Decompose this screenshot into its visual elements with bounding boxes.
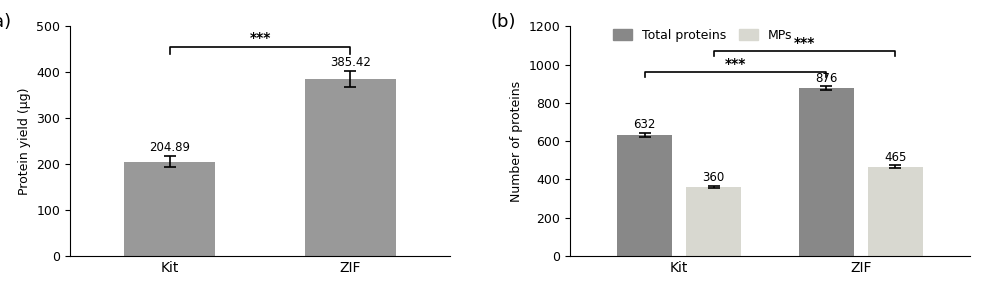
- Text: ***: ***: [794, 36, 815, 50]
- Text: 204.89: 204.89: [149, 141, 190, 154]
- Text: (b): (b): [490, 13, 516, 31]
- Bar: [686, 187, 741, 256]
- Text: 465: 465: [884, 151, 907, 164]
- Text: (a): (a): [0, 13, 12, 31]
- Y-axis label: Number of proteins: Number of proteins: [510, 81, 523, 202]
- Y-axis label: Protein yield (μg): Protein yield (μg): [18, 87, 31, 195]
- Bar: [617, 135, 672, 256]
- Text: 360: 360: [703, 171, 725, 184]
- Legend: Total proteins, MPs: Total proteins, MPs: [608, 24, 797, 46]
- Text: 876: 876: [815, 72, 838, 85]
- Bar: [799, 88, 854, 256]
- Bar: [868, 167, 923, 256]
- Text: 385.42: 385.42: [330, 56, 371, 69]
- Bar: [124, 162, 215, 256]
- Bar: [305, 79, 396, 256]
- Text: ***: ***: [249, 31, 271, 45]
- Text: ***: ***: [725, 57, 746, 71]
- Text: 632: 632: [633, 118, 656, 131]
